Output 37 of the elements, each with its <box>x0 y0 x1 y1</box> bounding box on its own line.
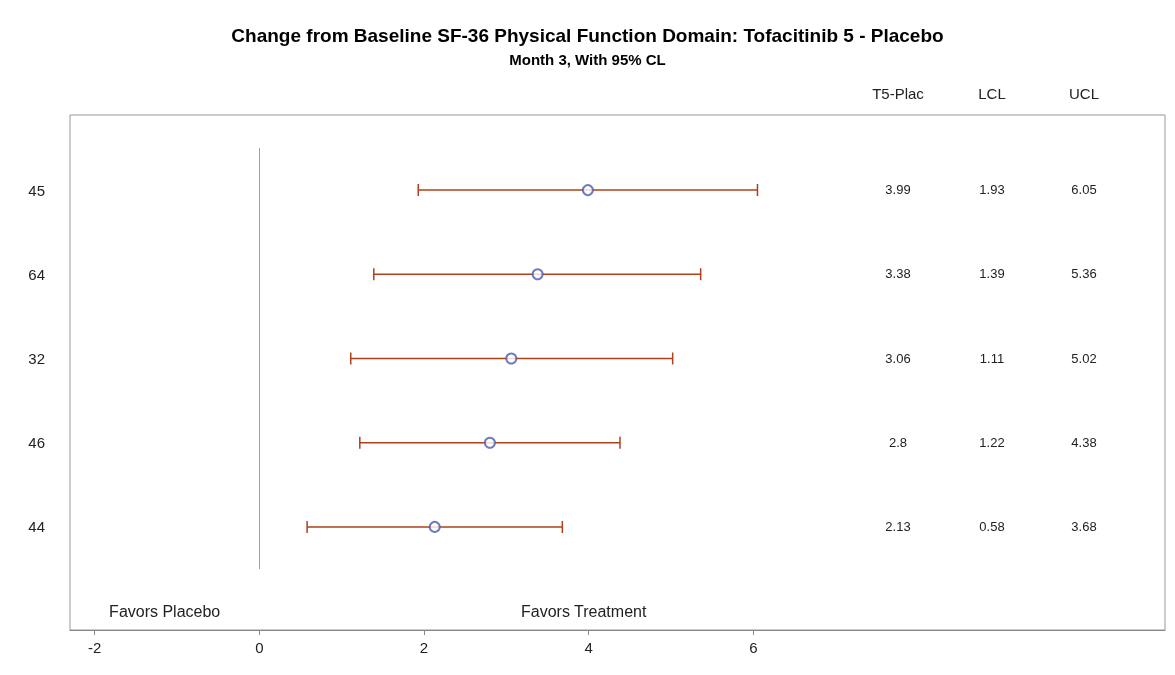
y-tick-label: 46 <box>28 434 45 452</box>
annotation: 0.58 <box>979 518 1005 534</box>
annotation: 3.38 <box>885 266 911 282</box>
annotation: 2.8 <box>888 434 908 450</box>
point <box>428 520 441 533</box>
text: UCL <box>1068 85 1100 102</box>
annotation: 1.39 <box>979 266 1005 282</box>
y-tick-label: 64 <box>28 265 45 283</box>
point <box>505 352 518 365</box>
annotation: 3.99 <box>885 182 911 198</box>
annotation: 5.36 <box>1071 266 1097 282</box>
point <box>483 436 496 449</box>
chart-title: Change from Baseline SF-36 Physical Function Domain: Tofacitinib 5 - Placebo <box>231 25 944 46</box>
annotation: Favors Treatment <box>521 602 647 620</box>
annotation: 1.93 <box>979 182 1005 198</box>
annotation: 5.02 <box>1071 350 1097 366</box>
y-tick-label: 45 <box>28 181 45 199</box>
annotation: 1.22 <box>979 434 1005 450</box>
annotation: 6.05 <box>1071 182 1097 198</box>
annotation: Favors Placebo <box>109 602 221 620</box>
x-tick-label: -2 <box>88 639 102 656</box>
text: T5-Plac <box>872 85 925 102</box>
annotation: 3.06 <box>885 350 911 366</box>
x-tick-label: 2 <box>419 639 429 656</box>
annotation: 2.13 <box>885 518 911 534</box>
x-tick-label: 0 <box>255 639 264 656</box>
y-tick-label: 32 <box>28 350 45 367</box>
y-tick-label: 44 <box>28 518 45 536</box>
chart-subtitle: Month 3, With 95% CL <box>509 51 666 68</box>
x-tick-label: 4 <box>584 639 593 656</box>
annotation: 3.68 <box>1071 518 1097 534</box>
text: LCL <box>978 85 1006 102</box>
x-tick-label: 6 <box>749 639 758 656</box>
annotation: 4.38 <box>1071 434 1097 450</box>
point <box>581 184 594 197</box>
annotation: 1.11 <box>979 350 1005 366</box>
point <box>531 268 544 281</box>
